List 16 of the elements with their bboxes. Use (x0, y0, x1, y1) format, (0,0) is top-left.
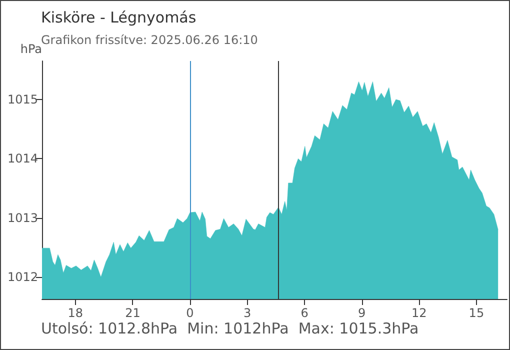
x-tick-label: 18 (68, 306, 84, 320)
y-tick-label: 1015 (7, 92, 38, 106)
x-tick-label: 9 (358, 306, 366, 320)
chart-title: Kisköre - Légnyomás (41, 8, 196, 26)
y-tick-label: 1013 (7, 210, 38, 225)
text: Utolsó: 1012.8hPa Min: 1012hPa Max: 1015.3hPa (41, 320, 419, 338)
chart-subtitle: Grafikon frissítve: 2025.06.26 16:10 (41, 33, 258, 47)
x-tick-label: 21 (125, 306, 140, 320)
y-axis-title: hPa (20, 42, 42, 56)
x-tick-label: 15 (468, 306, 484, 320)
y-tick-label: 1012 (7, 270, 38, 284)
x-tick-label: 0 (186, 306, 194, 320)
x-tick-label: 6 (300, 306, 308, 320)
x-tick-label: 3 (243, 306, 252, 320)
x-tick-label: 12 (412, 306, 427, 320)
y-tick-label: 1014 (7, 152, 38, 166)
